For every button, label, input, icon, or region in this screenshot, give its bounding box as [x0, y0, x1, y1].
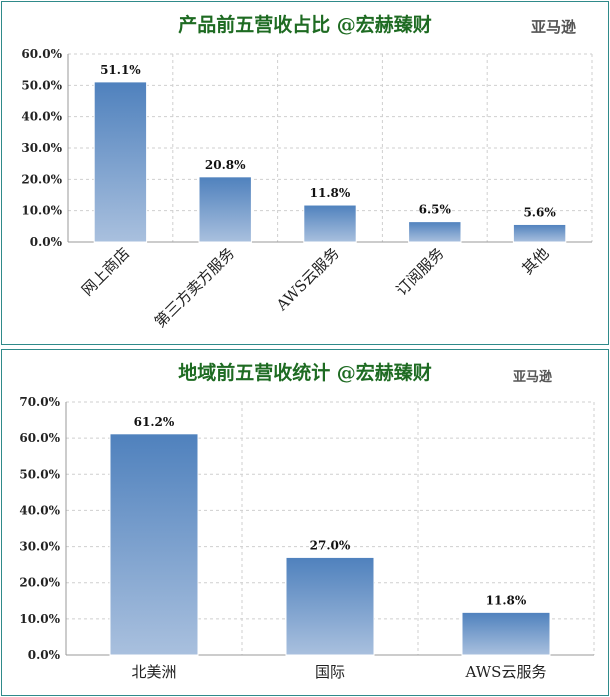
y-tick-label: 30.0%	[19, 540, 60, 554]
y-tick-label: 30.0%	[21, 141, 62, 155]
y-tick-label: 50.0%	[21, 78, 62, 92]
y-tick-label: 40.0%	[19, 503, 60, 517]
bar	[512, 223, 567, 243]
y-tick-label: 10.0%	[19, 612, 60, 626]
y-tick-label: 0.0%	[30, 235, 63, 249]
category-label: 网上商店	[78, 244, 133, 299]
y-tick-label: 0.0%	[28, 648, 61, 662]
data-label: 5.6%	[523, 205, 556, 219]
y-tick-label: 20.0%	[19, 576, 60, 590]
data-label: 11.8%	[310, 186, 351, 200]
y-tick-label: 40.0%	[21, 110, 62, 124]
data-label: 51.1%	[100, 63, 141, 77]
y-tick-label: 60.0%	[21, 47, 62, 61]
bar	[93, 81, 148, 243]
data-label: 61.2%	[134, 415, 175, 429]
data-label: 6.5%	[419, 203, 452, 217]
category-label: AWS云服务	[465, 663, 547, 681]
category-label: 订阅服务	[392, 244, 447, 299]
data-label: 27.0%	[310, 538, 351, 552]
bar	[408, 221, 462, 243]
category-label: 其他	[518, 244, 552, 278]
y-tick-label: 20.0%	[21, 172, 62, 186]
product-revenue-panel: 产品前五营收占比 @宏赫臻财 亚马逊 0.0% 10.0% 20.0% 30.0% 40…	[1, 1, 609, 345]
data-label: 20.8%	[205, 158, 246, 172]
chart-title: 产品前五营收占比 @宏赫臻财	[178, 14, 432, 36]
y-tick-label: 70.0%	[19, 395, 60, 409]
company-label: 亚马逊	[530, 18, 576, 36]
category-label: 北美洲	[131, 663, 176, 681]
category-label: AWS云服务	[272, 244, 343, 315]
chart-title: 地域前五营收统计 @宏赫臻财	[178, 362, 432, 384]
bar	[303, 204, 357, 243]
y-tick-label: 60.0%	[19, 431, 60, 445]
company-label: 亚马逊	[512, 370, 552, 385]
bar	[285, 556, 375, 656]
data-label: 11.8%	[486, 593, 527, 607]
product-revenue-chart: 0.0% 10.0% 20.0% 30.0% 40.0% 50.0% 60.0% 51.1% 网…	[21, 47, 593, 331]
category-label: 国际	[315, 663, 345, 681]
bar	[109, 433, 199, 656]
bar	[198, 176, 252, 243]
region-revenue-panel: 地域前五营收统计 @宏赫臻财 亚马逊 0.0% 10.0% 20.0% 30.0% 40…	[1, 349, 609, 696]
y-tick-label: 10.0%	[21, 204, 62, 218]
category-label: 第三方卖方服务	[151, 244, 238, 331]
y-tick-label: 50.0%	[19, 467, 60, 481]
region-revenue-chart: 0.0% 10.0% 20.0% 30.0% 40.0% 50.0% 60.0% 70.0% 6…	[19, 395, 595, 681]
bar	[461, 611, 551, 656]
